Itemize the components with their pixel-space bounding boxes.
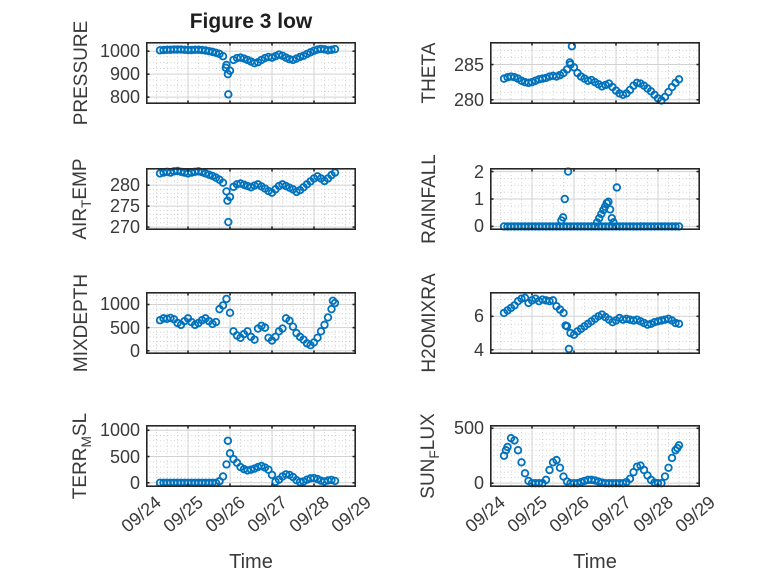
y-tick-label: 4	[473, 339, 484, 360]
y-tick-label: 500	[109, 317, 140, 338]
axes-box	[490, 168, 700, 231]
figure-title: Figure 3 low	[189, 10, 313, 33]
y-tick-label: 500	[453, 418, 484, 439]
subplot-pressure	[146, 42, 356, 105]
x-axis-label-time: Time	[573, 551, 617, 573]
y-tick-label: 0	[129, 340, 140, 361]
subplot-mixdepth	[146, 292, 356, 355]
axes-box	[146, 42, 356, 105]
axes-box	[146, 292, 356, 355]
y-axis-label-terr_msl: TERRMSL	[70, 412, 94, 500]
y-axis-label-rainfall: RAINFALL	[419, 154, 440, 244]
subplot-terr_msl	[146, 425, 356, 488]
subplot-theta	[490, 42, 700, 105]
y-tick-label: 1	[473, 189, 484, 209]
y-tick-label: 1000	[99, 41, 140, 62]
y-tick-label: 6	[473, 306, 484, 327]
series-markers	[499, 293, 684, 354]
y-tick-label: 280	[453, 89, 484, 110]
y-axis-label-sun_flux: SUNFLUX	[418, 413, 442, 499]
subplot-sun_flux	[490, 425, 700, 488]
y-tick-label: 1000	[99, 420, 140, 441]
y-tick-label: 500	[109, 446, 140, 467]
y-tick-label: 0	[473, 216, 484, 237]
y-axis-label-h2omixra: H2OMIXRA	[419, 273, 440, 373]
y-tick-label: 0	[129, 472, 140, 493]
series-markers	[155, 44, 340, 99]
series-markers	[155, 166, 340, 227]
series-markers	[499, 433, 684, 488]
series-markers	[155, 294, 340, 350]
y-tick-label: 275	[109, 196, 140, 217]
y-tick-label: 2	[473, 161, 484, 182]
y-axis-label-mixdepth: MIXDEPTH	[71, 273, 92, 373]
y-tick-label: 900	[109, 64, 140, 85]
y-tick-label: 285	[453, 54, 484, 75]
y-tick-label: 280	[109, 175, 140, 196]
x-axis-label-time: Time	[229, 551, 273, 573]
axes-box	[146, 168, 356, 231]
minor-grid	[490, 292, 700, 354]
y-tick-label: 0	[473, 473, 484, 494]
y-axis-label-pressure: PRESSURE	[71, 20, 92, 126]
axes-box	[490, 425, 700, 488]
axes-box	[490, 292, 700, 355]
subplot-rainfall	[490, 167, 700, 231]
subplot-h2omixra	[490, 292, 700, 355]
axes-box	[490, 42, 700, 105]
y-tick-label: 1000	[99, 294, 140, 315]
y-axis-label-air_temp: AIRTEMP	[70, 158, 94, 240]
y-axis-label-theta: THETA	[419, 42, 440, 104]
series-markers	[499, 167, 684, 231]
axes-box	[146, 425, 356, 488]
y-tick-label: 800	[109, 87, 140, 108]
subplot-air_temp	[146, 166, 356, 231]
series-markers	[499, 42, 684, 105]
y-tick-label: 270	[109, 217, 140, 238]
